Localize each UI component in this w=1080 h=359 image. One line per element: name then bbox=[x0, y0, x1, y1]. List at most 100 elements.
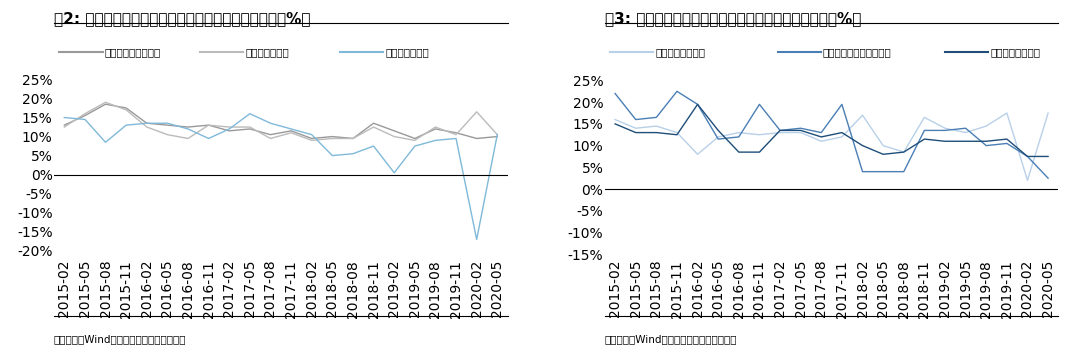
中西药零售额同比 bbox=[1000, 137, 1013, 141]
文化办公用品零售额同比 bbox=[980, 144, 993, 148]
日用品零售额同比 bbox=[877, 144, 890, 148]
日用品零售额同比 bbox=[1041, 111, 1054, 115]
中西药零售额同比 bbox=[671, 132, 684, 137]
文化办公用品零售额同比 bbox=[671, 89, 684, 93]
文化办公用品零售额同比 bbox=[814, 130, 827, 135]
烟酒零售额同比 bbox=[285, 127, 298, 131]
中西药零售额同比 bbox=[897, 150, 910, 154]
Text: 文化办公用品零售额同比: 文化办公用品零售额同比 bbox=[823, 47, 892, 57]
日用品零售额同比 bbox=[939, 126, 951, 130]
中西药零售额同比 bbox=[753, 150, 766, 154]
粮油食品零售额同比 bbox=[140, 121, 153, 125]
文化办公用品零售额同比 bbox=[897, 169, 910, 174]
中西药零售额同比 bbox=[691, 102, 704, 107]
Text: 中西药零售额同比: 中西药零售额同比 bbox=[990, 47, 1040, 57]
日用品零售额同比 bbox=[959, 130, 972, 135]
烟酒零售额同比 bbox=[408, 144, 421, 148]
粮油食品零售额同比 bbox=[181, 125, 194, 129]
日用品零售额同比 bbox=[918, 115, 931, 120]
日用品零售额同比 bbox=[794, 130, 807, 135]
饮料零售额同比 bbox=[58, 125, 71, 129]
饮料零售额同比 bbox=[470, 109, 483, 114]
日用品零售额同比 bbox=[1000, 111, 1013, 115]
烟酒零售额同比 bbox=[243, 112, 256, 116]
饮料零售额同比 bbox=[181, 136, 194, 141]
烟酒零售额同比 bbox=[490, 132, 503, 137]
文化办公用品零售额同比 bbox=[918, 128, 931, 132]
文化办公用品零售额同比 bbox=[877, 169, 890, 174]
粮油食品零售额同比 bbox=[490, 134, 503, 139]
烟酒零售额同比 bbox=[202, 136, 215, 141]
日用品零售额同比 bbox=[753, 132, 766, 137]
Text: 图3: 限额以上单位商品零售：必选品类当月同比情况（%）: 图3: 限额以上单位商品零售：必选品类当月同比情况（%） bbox=[605, 11, 861, 26]
文化办公用品零售额同比 bbox=[836, 102, 849, 107]
Line: 文化办公用品零售额同比: 文化办公用品零售额同比 bbox=[616, 91, 1048, 178]
Line: 烟酒零售额同比: 烟酒零售额同比 bbox=[65, 114, 497, 239]
Text: 资料来源：Wind、国信证券经济研究所整理: 资料来源：Wind、国信证券经济研究所整理 bbox=[605, 335, 738, 345]
粮油食品零售额同比 bbox=[429, 127, 442, 131]
饮料零售额同比 bbox=[429, 125, 442, 129]
文化办公用品零售额同比 bbox=[691, 102, 704, 107]
中西药零售额同比 bbox=[877, 152, 890, 157]
粮油食品零售额同比 bbox=[367, 121, 380, 125]
文化办公用品零售额同比 bbox=[856, 169, 869, 174]
中西药零售额同比 bbox=[836, 130, 849, 135]
日用品零售额同比 bbox=[856, 113, 869, 117]
粮油食品零售额同比 bbox=[347, 136, 360, 141]
饮料零售额同比 bbox=[388, 134, 401, 139]
Line: 饮料零售额同比: 饮料零售额同比 bbox=[65, 102, 497, 140]
Text: 资料来源：Wind、国信证券经济研究所整理: 资料来源：Wind、国信证券经济研究所整理 bbox=[54, 335, 187, 345]
日用品零售额同比 bbox=[691, 152, 704, 157]
粮油食品零售额同比 bbox=[222, 129, 235, 133]
饮料零售额同比 bbox=[202, 123, 215, 127]
烟酒零售额同比 bbox=[388, 171, 401, 175]
文化办公用品零售额同比 bbox=[1000, 141, 1013, 146]
Line: 粮油食品零售额同比: 粮油食品零售额同比 bbox=[65, 104, 497, 139]
中西药零售额同比 bbox=[918, 137, 931, 141]
烟酒零售额同比 bbox=[264, 121, 276, 125]
Text: 日用品零售额同比: 日用品零售额同比 bbox=[656, 47, 705, 57]
文化办公用品零售额同比 bbox=[794, 126, 807, 130]
烟酒零售额同比 bbox=[429, 138, 442, 143]
文化办公用品零售额同比 bbox=[959, 126, 972, 130]
饮料零售额同比 bbox=[222, 125, 235, 129]
粮油食品零售额同比 bbox=[58, 123, 71, 127]
粮油食品零售额同比 bbox=[161, 123, 174, 127]
饮料零售额同比 bbox=[120, 108, 133, 112]
文化办公用品零售额同比 bbox=[753, 102, 766, 107]
中西药零售额同比 bbox=[980, 139, 993, 143]
饮料零售额同比 bbox=[449, 132, 462, 137]
烟酒零售额同比 bbox=[449, 136, 462, 141]
粮油食品零售额同比 bbox=[306, 136, 319, 141]
烟酒零售额同比 bbox=[306, 132, 319, 137]
文化办公用品零售额同比 bbox=[939, 128, 951, 132]
日用品零售额同比 bbox=[773, 130, 786, 135]
烟酒零售额同比 bbox=[470, 237, 483, 242]
烟酒零售额同比 bbox=[367, 144, 380, 148]
文化办公用品零售额同比 bbox=[630, 117, 643, 122]
烟酒零售额同比 bbox=[79, 117, 92, 122]
Line: 日用品零售额同比: 日用品零售额同比 bbox=[616, 113, 1048, 180]
饮料零售额同比 bbox=[161, 132, 174, 137]
饮料零售额同比 bbox=[326, 136, 339, 141]
粮油食品零售额同比 bbox=[264, 132, 276, 137]
烟酒零售额同比 bbox=[161, 121, 174, 125]
Text: 图2: 限额以上单位商品零售：必选品类当月同比情况（%）: 图2: 限额以上单位商品零售：必选品类当月同比情况（%） bbox=[54, 11, 311, 26]
文化办公用品零售额同比 bbox=[650, 115, 663, 120]
日用品零售额同比 bbox=[814, 139, 827, 143]
粮油食品零售额同比 bbox=[326, 134, 339, 139]
饮料零售额同比 bbox=[367, 125, 380, 129]
中西药零售额同比 bbox=[650, 130, 663, 135]
日用品零售额同比 bbox=[712, 135, 725, 139]
饮料零售额同比 bbox=[264, 136, 276, 141]
文化办公用品零售额同比 bbox=[1021, 154, 1034, 159]
烟酒零售额同比 bbox=[181, 127, 194, 131]
烟酒零售额同比 bbox=[347, 151, 360, 156]
烟酒零售额同比 bbox=[140, 121, 153, 125]
烟酒零售额同比 bbox=[99, 140, 112, 144]
文化办公用品零售额同比 bbox=[773, 128, 786, 132]
日用品零售额同比 bbox=[980, 124, 993, 128]
粮油食品零售额同比 bbox=[79, 113, 92, 118]
Text: 烟酒零售额同比: 烟酒零售额同比 bbox=[386, 47, 430, 57]
日用品零售额同比 bbox=[671, 130, 684, 135]
